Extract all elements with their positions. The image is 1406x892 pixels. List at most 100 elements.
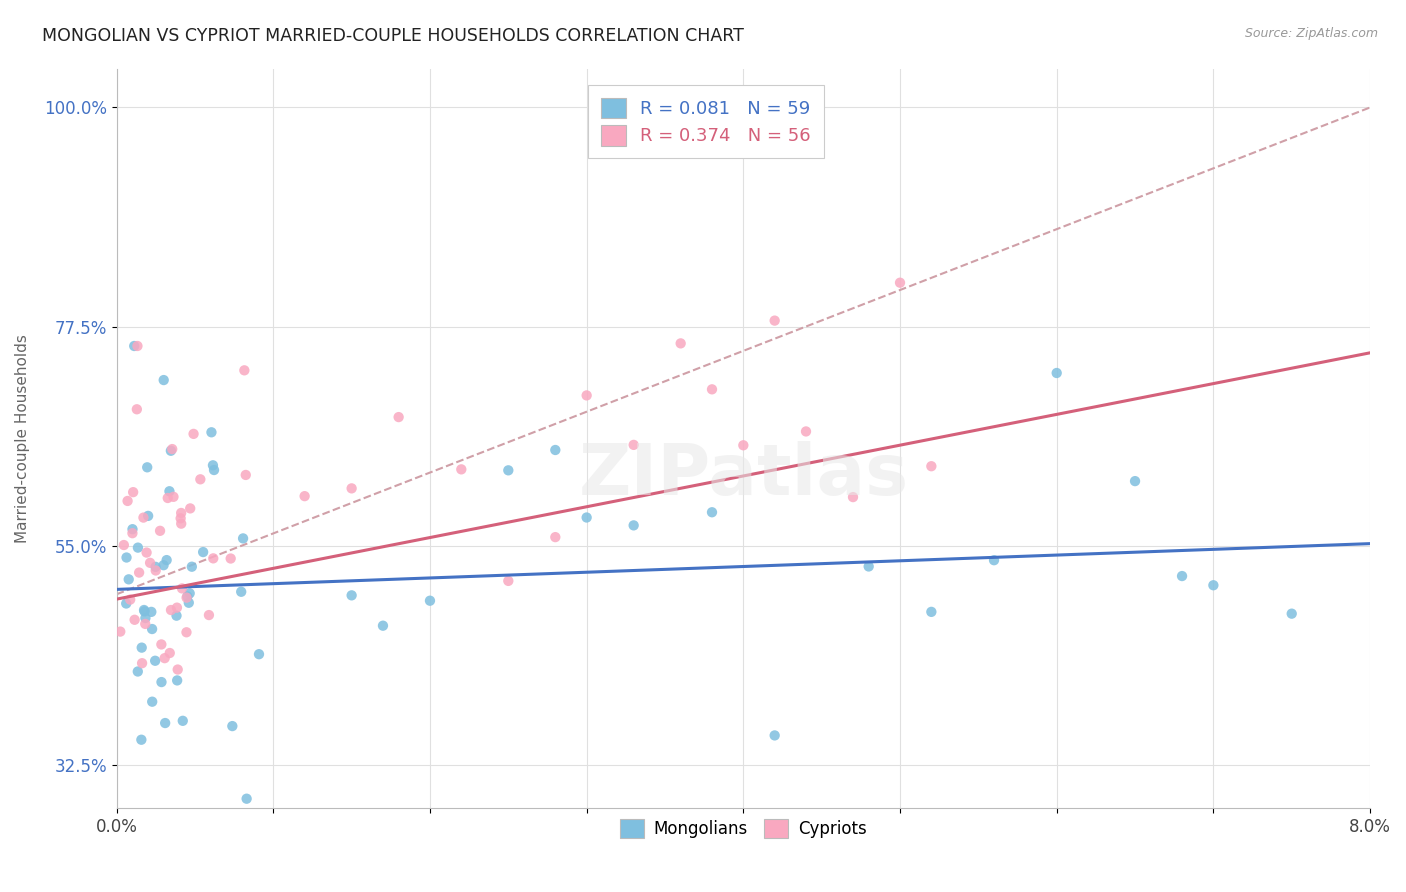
Y-axis label: Married-couple Households: Married-couple Households xyxy=(15,334,30,543)
Point xyxy=(669,336,692,351)
Point xyxy=(1046,366,1069,380)
Point xyxy=(1202,578,1225,592)
Point xyxy=(235,467,257,482)
Point xyxy=(152,558,174,573)
Point xyxy=(160,443,183,458)
Point xyxy=(150,637,173,651)
Point xyxy=(623,438,645,452)
Legend: Mongolians, Cypriots: Mongolians, Cypriots xyxy=(613,812,873,845)
Point xyxy=(700,505,723,519)
Point xyxy=(132,603,155,617)
Point xyxy=(170,506,193,520)
Point xyxy=(198,608,221,623)
Point xyxy=(232,532,254,546)
Point xyxy=(733,438,755,452)
Point xyxy=(419,593,441,607)
Point xyxy=(794,425,817,439)
Point xyxy=(169,511,191,525)
Point xyxy=(920,459,942,474)
Point xyxy=(983,553,1005,567)
Point xyxy=(166,673,188,688)
Point xyxy=(127,541,149,555)
Point xyxy=(202,463,225,477)
Point xyxy=(122,339,145,353)
Point xyxy=(179,501,201,516)
Point xyxy=(544,530,567,544)
Point xyxy=(132,510,155,524)
Point xyxy=(340,481,363,495)
Point xyxy=(121,526,143,541)
Point xyxy=(763,313,786,327)
Point xyxy=(176,625,198,640)
Point xyxy=(153,716,176,731)
Point xyxy=(110,624,132,639)
Point xyxy=(191,545,214,559)
Point xyxy=(450,462,472,476)
Point xyxy=(141,622,163,636)
Point xyxy=(153,651,176,665)
Point xyxy=(131,732,153,747)
Point xyxy=(544,442,567,457)
Point xyxy=(159,646,181,660)
Point xyxy=(145,559,167,574)
Text: MONGOLIAN VS CYPRIOT MARRIED-COUPLE HOUSEHOLDS CORRELATION CHART: MONGOLIAN VS CYPRIOT MARRIED-COUPLE HOUS… xyxy=(42,27,744,45)
Point xyxy=(176,591,198,605)
Point xyxy=(143,654,166,668)
Point xyxy=(1281,607,1303,621)
Point xyxy=(575,510,598,524)
Point xyxy=(388,410,411,425)
Point xyxy=(141,605,163,619)
Point xyxy=(115,597,138,611)
Point xyxy=(763,728,786,742)
Point xyxy=(200,425,222,440)
Point xyxy=(371,618,394,632)
Point xyxy=(170,516,193,531)
Point xyxy=(177,596,200,610)
Point xyxy=(128,566,150,580)
Point xyxy=(170,582,193,596)
Point xyxy=(176,590,198,604)
Point xyxy=(121,522,143,536)
Point xyxy=(180,559,202,574)
Point xyxy=(150,675,173,690)
Point xyxy=(842,490,865,504)
Text: ZIPatlas: ZIPatlas xyxy=(578,441,908,510)
Point xyxy=(136,460,159,475)
Point xyxy=(166,600,188,615)
Point xyxy=(858,559,880,574)
Point xyxy=(1123,474,1146,488)
Point xyxy=(166,663,188,677)
Point xyxy=(162,490,184,504)
Point xyxy=(112,538,135,552)
Point xyxy=(294,489,316,503)
Point xyxy=(160,442,183,456)
Point xyxy=(231,584,253,599)
Point xyxy=(183,426,205,441)
Point xyxy=(134,604,156,618)
Point xyxy=(139,556,162,570)
Point xyxy=(219,551,242,566)
Point xyxy=(201,458,224,473)
Point xyxy=(156,491,179,505)
Point xyxy=(122,485,145,500)
Point xyxy=(136,508,159,523)
Point xyxy=(166,608,188,623)
Point xyxy=(233,363,256,377)
Point xyxy=(156,553,179,567)
Point xyxy=(141,695,163,709)
Point xyxy=(125,402,148,417)
Point xyxy=(160,603,183,617)
Point xyxy=(340,588,363,602)
Point xyxy=(124,613,146,627)
Point xyxy=(179,586,201,600)
Point xyxy=(700,382,723,396)
Point xyxy=(131,640,153,655)
Point xyxy=(118,572,141,586)
Point xyxy=(920,605,942,619)
Point xyxy=(159,484,181,499)
Point xyxy=(172,714,194,728)
Point xyxy=(247,647,270,661)
Point xyxy=(235,791,257,805)
Point xyxy=(221,719,243,733)
Point xyxy=(131,656,153,670)
